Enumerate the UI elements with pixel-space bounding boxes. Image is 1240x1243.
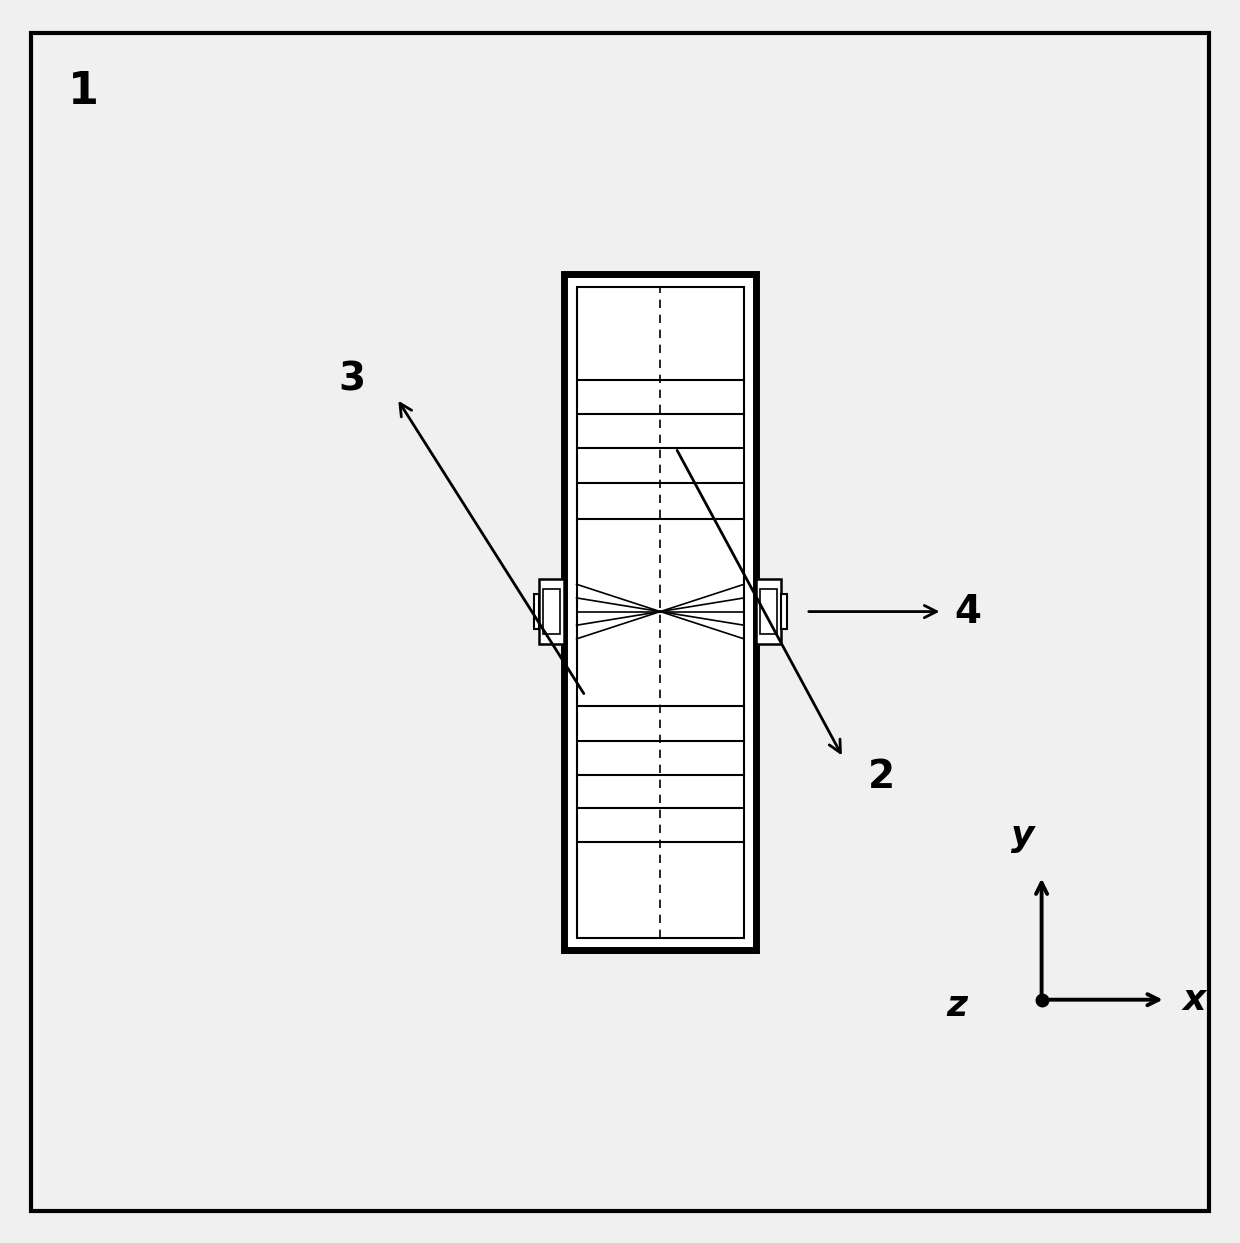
Bar — [781, 594, 786, 629]
Text: z: z — [946, 989, 967, 1023]
Text: x: x — [1183, 983, 1207, 1017]
Text: 2: 2 — [868, 757, 895, 796]
Bar — [539, 579, 564, 644]
Bar — [533, 594, 539, 629]
Bar — [760, 589, 777, 634]
Bar — [756, 579, 781, 644]
Text: y: y — [1012, 819, 1034, 854]
Text: 3: 3 — [339, 360, 366, 399]
Bar — [543, 589, 560, 634]
Text: 1: 1 — [68, 70, 99, 113]
Bar — [564, 275, 756, 950]
Bar — [577, 287, 744, 937]
Text: 4: 4 — [955, 593, 982, 630]
